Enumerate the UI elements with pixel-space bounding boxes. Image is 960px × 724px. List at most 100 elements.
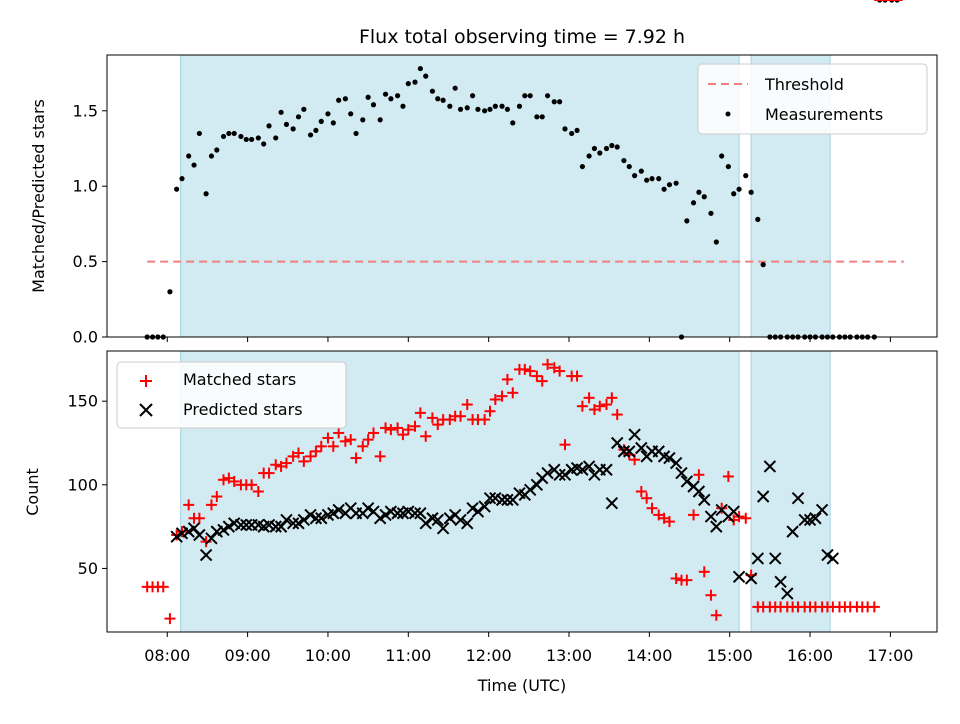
predicted-star-point <box>408 507 422 520</box>
predicted-star-point <box>414 507 427 520</box>
bottom-panel: 50 100 150 08:00 09:00 10:00 11:00 12:00 13:00 1… <box>23 0 938 695</box>
measurement-point <box>307 132 314 138</box>
measurement-point <box>208 153 215 159</box>
legend-predicted-swatch <box>139 403 153 417</box>
marker-stroke <box>704 510 718 523</box>
top-plot-frame <box>106 54 938 338</box>
y-tick-label: 0.5 <box>73 252 98 271</box>
measurement-point <box>534 114 540 120</box>
marker-stroke <box>756 490 770 503</box>
matched-star-point <box>663 516 675 528</box>
matched-star-point <box>507 387 519 399</box>
matched-star-point <box>594 400 606 412</box>
marker-stroke <box>408 507 422 520</box>
marker-stroke <box>786 525 799 538</box>
bottom-legend: Matched stars Predicted stars <box>116 361 347 429</box>
marker-stroke <box>715 503 728 517</box>
measurement-point <box>388 96 394 102</box>
measurement-point <box>469 93 476 99</box>
measurement-point <box>492 103 498 109</box>
measurement-point <box>196 130 203 137</box>
predicted-star-point <box>541 466 554 480</box>
matched-star-point <box>339 435 351 447</box>
measurement-point <box>638 168 644 174</box>
legend-threshold-label: Threshold <box>764 75 844 94</box>
predicted-star-point <box>663 451 676 465</box>
measurement-point <box>760 262 766 268</box>
measurement-point <box>690 200 697 206</box>
measurement-point <box>174 186 180 192</box>
measurement-point <box>649 176 655 182</box>
marker-stroke <box>751 552 765 565</box>
marker-stroke <box>309 512 323 525</box>
predicted-star-point <box>781 587 794 600</box>
marker-stroke <box>680 475 694 488</box>
measurement-point <box>377 117 383 123</box>
matched-star-point <box>350 452 362 464</box>
matched-star-point <box>414 407 426 419</box>
matched-star-point <box>698 566 710 578</box>
matched-star-point <box>218 474 230 486</box>
measurement-point <box>475 106 481 112</box>
x-tick-label: 17:00 <box>867 646 913 665</box>
predicted-star-point <box>675 466 688 480</box>
marker-stroke <box>576 463 589 476</box>
x-tick-label: 16:00 <box>787 646 833 665</box>
predicted-star-point <box>786 525 799 538</box>
matched-star-point <box>333 427 345 439</box>
matched-star-point <box>740 512 752 524</box>
predicted-star-point <box>461 517 474 530</box>
matched-star-point <box>298 455 310 467</box>
matched-star-point <box>536 375 548 387</box>
x-tick-label: 12:00 <box>466 646 512 665</box>
predicted-star-point <box>669 456 683 470</box>
marker-stroke <box>431 513 444 527</box>
matched-star-point <box>426 412 438 424</box>
predicted-star-point <box>495 493 509 507</box>
measurement-point <box>632 173 638 179</box>
measurement-point <box>440 97 446 103</box>
predicted-star-point <box>617 445 631 458</box>
marker-stroke <box>193 528 206 542</box>
measurement-point <box>708 210 714 216</box>
measurement-point <box>360 117 366 123</box>
top-panel: 0.0 0.5 1.0 1.5 Matched/Predicted stars Thr… <box>29 0 938 347</box>
matched-star-point <box>600 399 612 411</box>
matched-star-point <box>688 509 700 521</box>
matched-star-point <box>489 394 501 406</box>
bottom-y-ticks: 50 100 150 <box>67 392 107 578</box>
predicted-star-point <box>815 503 829 517</box>
bottom-y-axis-label: Count <box>23 468 42 516</box>
matched-star-point <box>228 475 240 487</box>
bottom-legend-box <box>116 361 347 429</box>
matched-star-point <box>531 370 543 382</box>
marker-stroke <box>710 520 723 533</box>
marker-stroke <box>570 461 584 475</box>
predicted-star-point <box>704 510 718 523</box>
matched-star-point <box>716 502 728 514</box>
measurement-point <box>325 111 331 117</box>
marker-stroke <box>234 518 248 532</box>
predicted-star-point <box>419 517 432 530</box>
marker-stroke <box>513 486 526 500</box>
marker-stroke <box>402 505 415 518</box>
legend-measurements-label: Measurements <box>765 105 883 124</box>
x-tick-label: 08:00 <box>144 646 190 665</box>
measurement-point <box>557 99 563 105</box>
measurement-point <box>412 79 418 85</box>
measurement-point <box>220 133 227 140</box>
predicted-star-point <box>763 460 777 473</box>
chart-title: Flux total observing time = 7.92 h <box>359 26 685 48</box>
measurement-point <box>457 106 464 112</box>
measurement-point <box>579 163 585 170</box>
predicted-star-point <box>199 548 213 562</box>
marker-stroke <box>763 460 777 473</box>
observing-interval-2 <box>751 351 831 632</box>
matched-star-point <box>252 486 264 497</box>
measurement-point <box>731 191 737 197</box>
matched-star-point <box>246 479 258 491</box>
marker-stroke <box>611 436 624 450</box>
predicted-star-point <box>692 485 706 498</box>
predicted-star-point <box>769 552 782 565</box>
marker-stroke <box>228 517 241 530</box>
